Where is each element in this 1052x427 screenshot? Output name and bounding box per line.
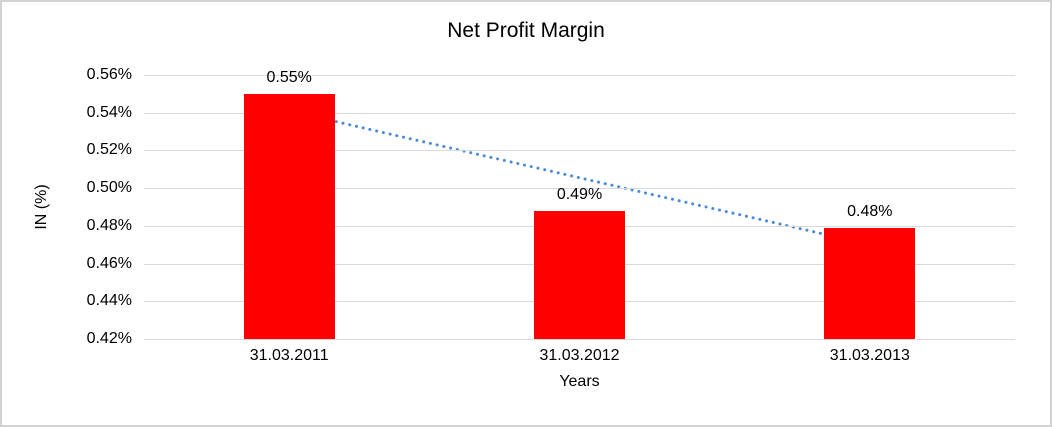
y-axis-tick-label: 0.42% xyxy=(86,330,132,347)
y-axis-tick-label: 0.48% xyxy=(86,216,132,234)
bar-31.03.2011 xyxy=(243,93,335,339)
x-axis-tick-label: 31.03.2011 xyxy=(249,347,329,364)
gridline xyxy=(144,112,1015,114)
gridline xyxy=(144,150,1015,152)
y-axis-tick-label: 0.54% xyxy=(86,103,132,121)
bar-31.03.2012 xyxy=(534,210,625,339)
x-axis-tick-label: 31.03.2013 xyxy=(829,347,910,364)
y-axis-tick-label: 0.44% xyxy=(86,292,132,310)
plot-area: 0.55% 0.49% 0.48% xyxy=(144,69,1015,340)
gridline xyxy=(144,75,1015,76)
gridline xyxy=(144,188,1015,190)
x-axis-tick-label: 31.03.2012 xyxy=(539,347,620,364)
gridline xyxy=(144,339,1015,340)
bar-data-label: 0.48% xyxy=(847,202,893,220)
y-axis-tick-label: 0.56% xyxy=(86,66,132,83)
chart-title: Net Profit Margin xyxy=(447,19,605,42)
y-axis-title: IN (%) xyxy=(33,184,50,230)
x-axis-title: Years xyxy=(559,373,600,390)
bar-31.03.2013 xyxy=(824,227,916,339)
bar-data-label: 0.49% xyxy=(556,185,603,203)
bar-data-label: 0.55% xyxy=(266,68,312,86)
y-axis-tick-label: 0.52% xyxy=(86,141,132,159)
y-axis-tick-label: 0.50% xyxy=(86,179,132,197)
y-axis-tick-label: 0.46% xyxy=(86,254,132,272)
